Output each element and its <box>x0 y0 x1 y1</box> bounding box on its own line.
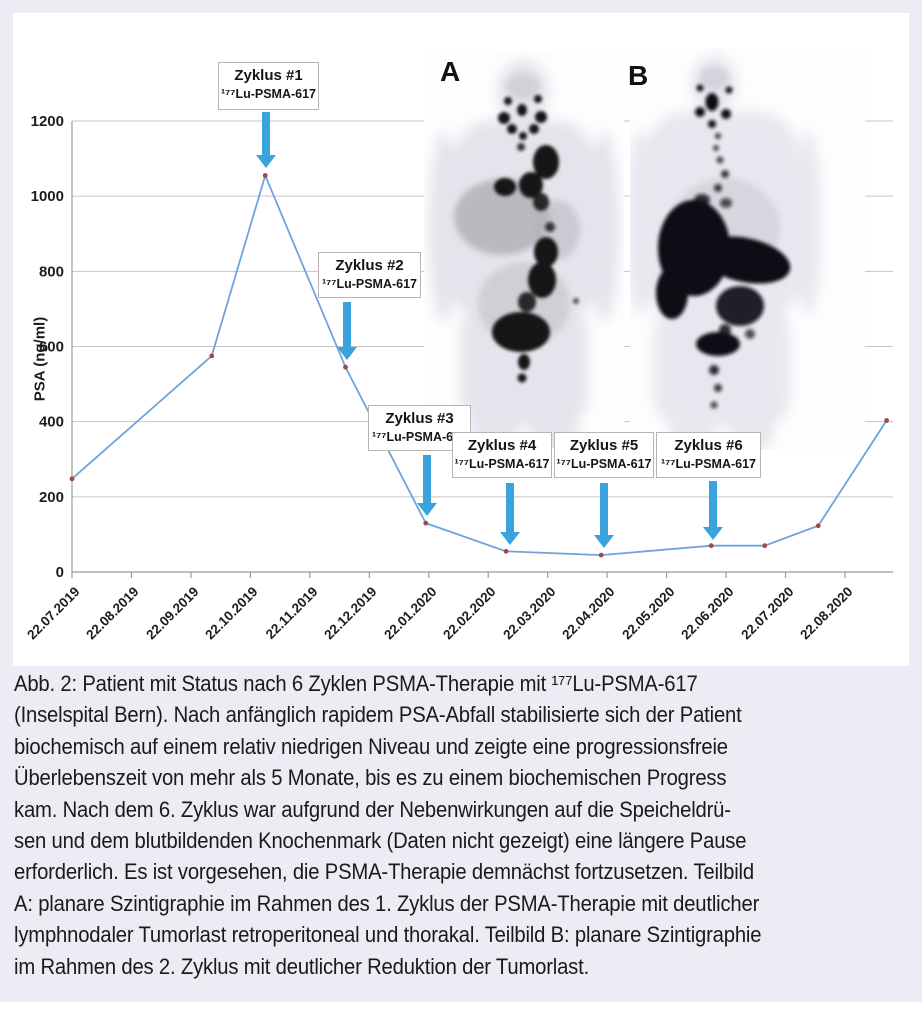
y-tick-label: 1000 <box>31 188 64 205</box>
cycle-title: Zyklus #1 <box>234 67 303 84</box>
cycle-agent: ¹⁷⁷Lu-PSMA-617 <box>454 457 550 471</box>
caption-line: Überlebenszeit von mehr als 5 Monate, bi… <box>14 765 727 791</box>
y-tick-label: 200 <box>39 489 64 506</box>
cycle-agent: ¹⁷⁷Lu-PSMA-617 <box>220 87 317 101</box>
cycle-arrow-6 <box>703 481 723 540</box>
y-tick-label: 1200 <box>31 113 64 130</box>
data-point-marker <box>815 523 821 529</box>
caption-line: Abb. 2: Patient mit Status nach 6 Zyklen… <box>14 671 698 696</box>
caption-line: biochemisch auf einem relativ niedrigen … <box>14 733 728 759</box>
scintigraphy-image-b <box>627 48 865 455</box>
arrow-shaft <box>262 112 270 155</box>
arrow-head <box>594 535 614 548</box>
cycle-agent: ¹⁷⁷Lu-PSMA-617 <box>556 457 652 471</box>
cycle-annotation-2: Zyklus #2 ¹⁷⁷Lu-PSMA-617 <box>318 252 421 298</box>
cycle-title: Zyklus #3 <box>385 410 454 427</box>
y-tick-label: 400 <box>39 414 64 431</box>
caption-line: sen und dem blutbildenden Knochenmark (D… <box>14 828 747 854</box>
data-point-marker <box>884 418 890 423</box>
arrow-shaft <box>709 481 717 527</box>
caption-line: kam. Nach dem 6. Zyklus war aufgrund der… <box>14 796 731 822</box>
figure-caption: Abb. 2: Patient mit Status nach 6 Zyklen… <box>14 668 914 982</box>
caption-line: A: planare Szintigraphie im Rahmen des 1… <box>14 890 760 916</box>
y-tick-label: 600 <box>39 339 64 356</box>
arrow-head <box>256 155 276 168</box>
tracer-uptake-b <box>656 84 791 409</box>
data-point-marker <box>343 364 348 370</box>
cycle-agent: ¹⁷⁷Lu-PSMA-617 <box>660 457 757 471</box>
body-silhouette-a <box>429 60 619 458</box>
cycle-arrow-1 <box>256 112 276 168</box>
data-point-marker <box>209 353 215 359</box>
caption-line: erforderlich. Es ist vorgesehen, die PSM… <box>14 859 754 885</box>
tracer-uptake-a <box>492 95 579 383</box>
cycle-annotation-1: Zyklus #1 ¹⁷⁷Lu-PSMA-617 <box>218 62 319 110</box>
caption-line: im Rahmen des 2. Zyklus mit deutlicher R… <box>14 953 590 979</box>
caption-line: (Inselspital Bern). Nach anfänglich rapi… <box>14 702 742 728</box>
cycle-annotation-4: Zyklus #4 ¹⁷⁷Lu-PSMA-617 <box>452 432 552 478</box>
arrow-head <box>337 347 357 360</box>
cycle-title: Zyklus #2 <box>335 257 404 274</box>
arrow-shaft <box>423 455 431 503</box>
cycle-agent: ¹⁷⁷Lu-PSMA-617 <box>371 430 468 444</box>
arrow-head <box>703 527 723 540</box>
data-point-marker <box>423 520 429 526</box>
cycle-agent: ¹⁷⁷Lu-PSMA-617 <box>321 277 418 291</box>
cycle-arrow-4 <box>500 483 520 545</box>
cycle-arrow-2 <box>337 302 357 360</box>
arrow-head <box>500 532 520 545</box>
panel-a-label: A <box>440 56 461 87</box>
y-tick-label: 800 <box>39 263 64 280</box>
arrow-shaft <box>600 483 608 535</box>
cycle-title: Zyklus #4 <box>467 437 537 454</box>
arrow-shaft <box>506 483 514 532</box>
cycle-title: Zyklus #5 <box>569 437 639 454</box>
data-point-marker <box>762 543 768 549</box>
cycle-title: Zyklus #6 <box>674 437 743 454</box>
scintigraphy-image-a <box>424 52 624 458</box>
data-point-marker <box>598 552 604 558</box>
data-point-marker <box>503 548 509 554</box>
data-point-marker <box>69 476 75 482</box>
cycle-annotation-6: Zyklus #6 ¹⁷⁷Lu-PSMA-617 <box>656 432 761 478</box>
arrow-head <box>417 503 437 516</box>
y-axis-title: PSA (ng/ml) <box>31 316 49 402</box>
data-point-marker <box>262 173 268 178</box>
y-tick-label: 0 <box>56 564 64 581</box>
cycle-arrow-5 <box>594 483 614 548</box>
cycle-annotation-5: Zyklus #5 ¹⁷⁷Lu-PSMA-617 <box>554 432 654 478</box>
arrow-shaft <box>343 302 351 347</box>
data-point-marker <box>708 543 714 549</box>
panel-b-label: B <box>628 60 649 91</box>
caption-line: lymphnodaler Tumorlast retroperitoneal u… <box>14 922 762 948</box>
cycle-arrow-3 <box>417 455 437 516</box>
